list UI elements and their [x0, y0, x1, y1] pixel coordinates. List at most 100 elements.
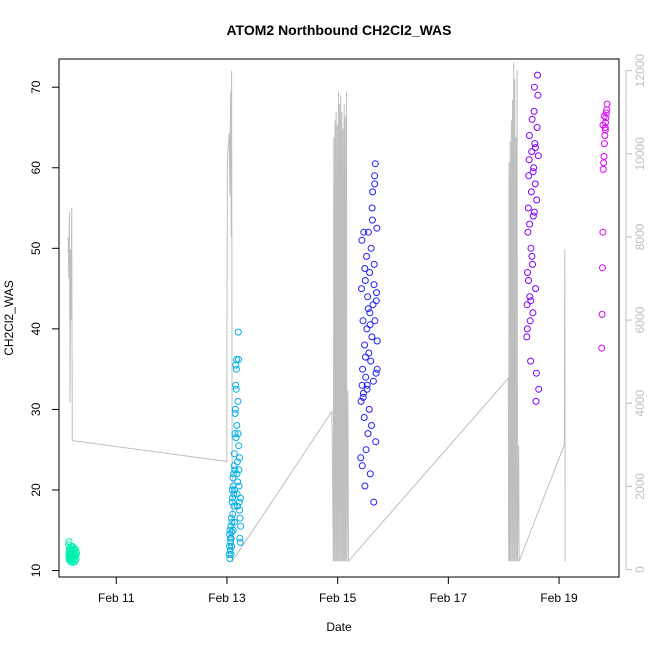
data-point: [357, 454, 365, 462]
data-point: [232, 434, 240, 442]
data-point: [528, 252, 536, 260]
data-point: [362, 446, 370, 454]
data-point: [236, 506, 244, 514]
data-point: [227, 538, 235, 546]
data-point: [600, 153, 608, 160]
y-tick-label: 40: [29, 322, 43, 336]
x-axis-label: Date: [326, 620, 352, 634]
y-axis-right: 0 2000 4000 6000 8000 10000 12000: [625, 54, 647, 573]
data-point: [371, 317, 379, 325]
data-point: [363, 252, 370, 260]
x-axis: Feb 11 Feb 13 Feb 15 Feb 17 Feb 19: [98, 576, 578, 605]
data-point: [531, 144, 539, 152]
data-point: [230, 470, 237, 478]
y-tick-label: 10: [29, 564, 43, 578]
data-point: [228, 528, 236, 536]
chart-title: ATOM2 Northbound CH2Cl2_WAS: [226, 22, 451, 38]
data-point: [523, 333, 531, 341]
data-point: [361, 482, 369, 490]
data-point: [529, 212, 537, 220]
data-point: [523, 325, 531, 333]
data-point: [373, 289, 380, 297]
data-point: [526, 293, 534, 301]
data-point: [526, 317, 534, 325]
data-point: [526, 220, 534, 228]
data-point: [367, 357, 375, 365]
data-point: [527, 297, 535, 305]
data-point: [234, 430, 242, 438]
data-point: [231, 466, 239, 474]
data-point: [368, 216, 376, 224]
data-point: [371, 180, 379, 188]
data-point: [236, 538, 244, 546]
data-point: [359, 365, 367, 373]
data-point: [237, 522, 245, 530]
data-point: [236, 534, 244, 542]
data-point: [230, 490, 238, 498]
data-point: [524, 228, 532, 236]
data-point: [370, 260, 378, 268]
data-point: [527, 357, 535, 365]
data-point: [529, 260, 536, 268]
data-point: [524, 204, 532, 212]
data-point: [528, 148, 536, 156]
data-point: [599, 228, 607, 236]
data-point: [226, 542, 233, 550]
data-point: [364, 305, 372, 313]
data-point: [599, 264, 606, 272]
data-point: [530, 83, 538, 91]
data-point: [601, 124, 609, 131]
data-point: [73, 550, 80, 558]
data-point: [533, 196, 541, 204]
data-point: [602, 114, 610, 122]
data-point: [235, 442, 243, 450]
data-point: [360, 228, 368, 236]
data-point: [534, 71, 541, 79]
data-point: [373, 365, 381, 373]
data-point: [603, 100, 611, 108]
data-point: [533, 124, 541, 131]
data-point: [361, 265, 369, 272]
data-point: [370, 498, 378, 506]
data-point: [532, 397, 540, 405]
data-point: [230, 450, 238, 458]
data-point: [365, 349, 373, 357]
y-right-tick-label: 8000: [633, 223, 647, 250]
data-point: [236, 514, 244, 522]
data-point: [525, 172, 533, 180]
data-point: [235, 482, 243, 490]
data-point: [530, 208, 538, 216]
x-tick-label: Feb 15: [319, 591, 357, 605]
data-point: [357, 397, 365, 405]
points-layer: [65, 71, 611, 566]
data-point: [234, 502, 241, 510]
data-point: [529, 168, 537, 176]
data-point: [598, 310, 606, 318]
data-point: [372, 369, 380, 377]
data-point: [228, 542, 236, 550]
data-point: [229, 474, 237, 482]
y-tick-label: 20: [29, 483, 43, 497]
data-point: [233, 422, 241, 429]
data-point: [358, 285, 365, 293]
data-point: [366, 309, 374, 317]
data-point: [359, 393, 367, 401]
data-point: [535, 385, 543, 393]
data-point: [366, 470, 374, 478]
data-point: [363, 325, 371, 333]
data-point: [530, 164, 538, 172]
data-point: [368, 333, 376, 341]
data-point: [600, 159, 608, 167]
y-tick-label: 70: [29, 80, 43, 94]
data-point: [531, 140, 539, 148]
data-point: [527, 244, 535, 252]
data-point: [599, 165, 607, 173]
data-point: [235, 356, 242, 363]
data-point: [358, 381, 366, 389]
y-right-tick-label: 10000: [633, 137, 647, 171]
data-point: [232, 365, 240, 373]
data-point: [231, 430, 239, 438]
data-point: [364, 228, 372, 236]
data-point: [359, 317, 367, 325]
data-point: [231, 518, 238, 526]
